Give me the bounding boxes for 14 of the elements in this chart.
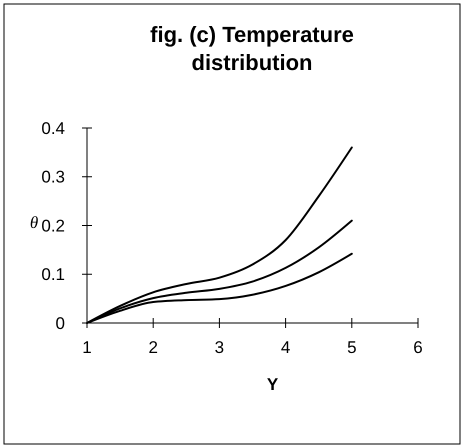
x-tick-label: 2 xyxy=(148,338,158,357)
x-tick-label: 4 xyxy=(280,338,290,357)
y-tick-label: 0 xyxy=(56,314,65,333)
x-tick-label: 3 xyxy=(214,338,224,357)
y-axis-title: θ xyxy=(30,213,38,232)
y-tick-label: 0.1 xyxy=(41,265,65,284)
x-tick-label: 5 xyxy=(347,338,357,357)
x-axis-title: Y xyxy=(266,375,279,394)
y-tick-label: 0.3 xyxy=(41,168,65,187)
x-tick-label: 6 xyxy=(413,338,423,357)
x-tick-label: 1 xyxy=(82,338,92,357)
y-tick-label: 0.2 xyxy=(41,216,65,236)
y-tick-label: 0.4 xyxy=(41,118,65,138)
chart-title: fig. (c) Temperature distribution xyxy=(150,22,354,75)
